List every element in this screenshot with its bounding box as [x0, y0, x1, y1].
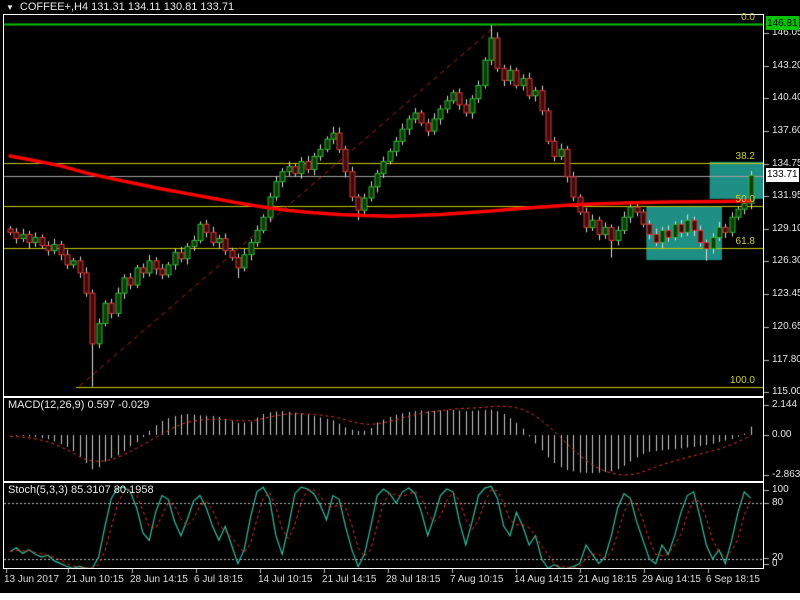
- stoch-tick-label: 80: [772, 497, 784, 508]
- symbol-dropdown-icon[interactable]: ▼: [6, 2, 14, 12]
- time-tick-label: 7 Aug 10:15: [450, 574, 504, 585]
- price-tick-label: 140.40: [772, 92, 800, 104]
- macd-tick-label: -2.863: [772, 469, 800, 481]
- time-tick-label: 21 Jul 14:15: [322, 574, 377, 585]
- price-tick-label: 131.95: [772, 189, 800, 201]
- stoch-tick-label: 20: [772, 552, 784, 563]
- time-axis[interactable]: 13 Jun 2017 21 Jun 10:15 28 Jun 14:15 6 Jul…: [0, 569, 764, 593]
- price-tick-label: 134.75: [772, 157, 800, 169]
- title-bar: ▼ COFFEE+,H4 131.31 134.11 130.81 133.71: [6, 1, 234, 13]
- time-tick-label: 28 Jul 18:15: [386, 574, 441, 585]
- stoch-tick-label: 0: [772, 558, 778, 569]
- chart-title: COFFEE+,H4 131.31 134.11 130.81 133.71: [19, 1, 235, 13]
- price-tick-label: 115.00: [772, 385, 800, 397]
- fib-level-label: 0.0: [741, 12, 755, 24]
- price-tick-label: 123.45: [772, 288, 800, 300]
- price-tick-label: 126.30: [772, 255, 800, 267]
- price-tick-label: 117.80: [772, 353, 800, 365]
- time-tick-label: 21 Aug 18:15: [578, 574, 637, 585]
- price-axis[interactable]: 146.05 143.20 140.40 137.60 134.75 131.95 129.…: [764, 14, 800, 569]
- time-tick-label: 28 Jun 14:15: [130, 574, 188, 585]
- price-tick-label: 143.20: [772, 59, 800, 71]
- fib-level-label: 38.2: [735, 150, 755, 162]
- current-price-tag: 133.71: [766, 167, 799, 182]
- price-tick-label: 129.10: [772, 222, 800, 234]
- fib-level-label: 50.0: [735, 193, 755, 205]
- fib-high-price-tag: 146.81: [766, 16, 799, 31]
- bottom-strip: [0, 593, 800, 600]
- stoch-label: Stoch(5,3,3) 85.3107 80.1958: [8, 484, 154, 496]
- macd-tick-label: 2.144: [772, 398, 798, 410]
- time-tick-label: 14 Aug 14:15: [514, 574, 573, 585]
- macd-tick-label: 0.00: [772, 429, 792, 440]
- time-tick-label: 21 Jun 10:15: [66, 574, 124, 585]
- price-tick-label: 137.60: [772, 124, 800, 136]
- stoch-tick-label: 100: [772, 484, 789, 495]
- time-tick-label: 6 Sep 18:15: [706, 574, 760, 585]
- price-tick-label: 120.65: [772, 320, 800, 332]
- time-tick-label: 6 Jul 18:15: [194, 574, 243, 585]
- macd-label: MACD(12,26,9) 0.597 -0.029: [8, 399, 150, 411]
- time-tick-label: 29 Aug 14:15: [642, 574, 701, 585]
- fib-level-label: 61.8: [735, 236, 755, 248]
- price-tick-label: 146.05: [772, 26, 800, 38]
- time-tick-label: 13 Jun 2017: [4, 574, 60, 585]
- time-tick-label: 14 Jul 10:15: [258, 574, 313, 585]
- fib-level-label: 100.0: [729, 374, 755, 386]
